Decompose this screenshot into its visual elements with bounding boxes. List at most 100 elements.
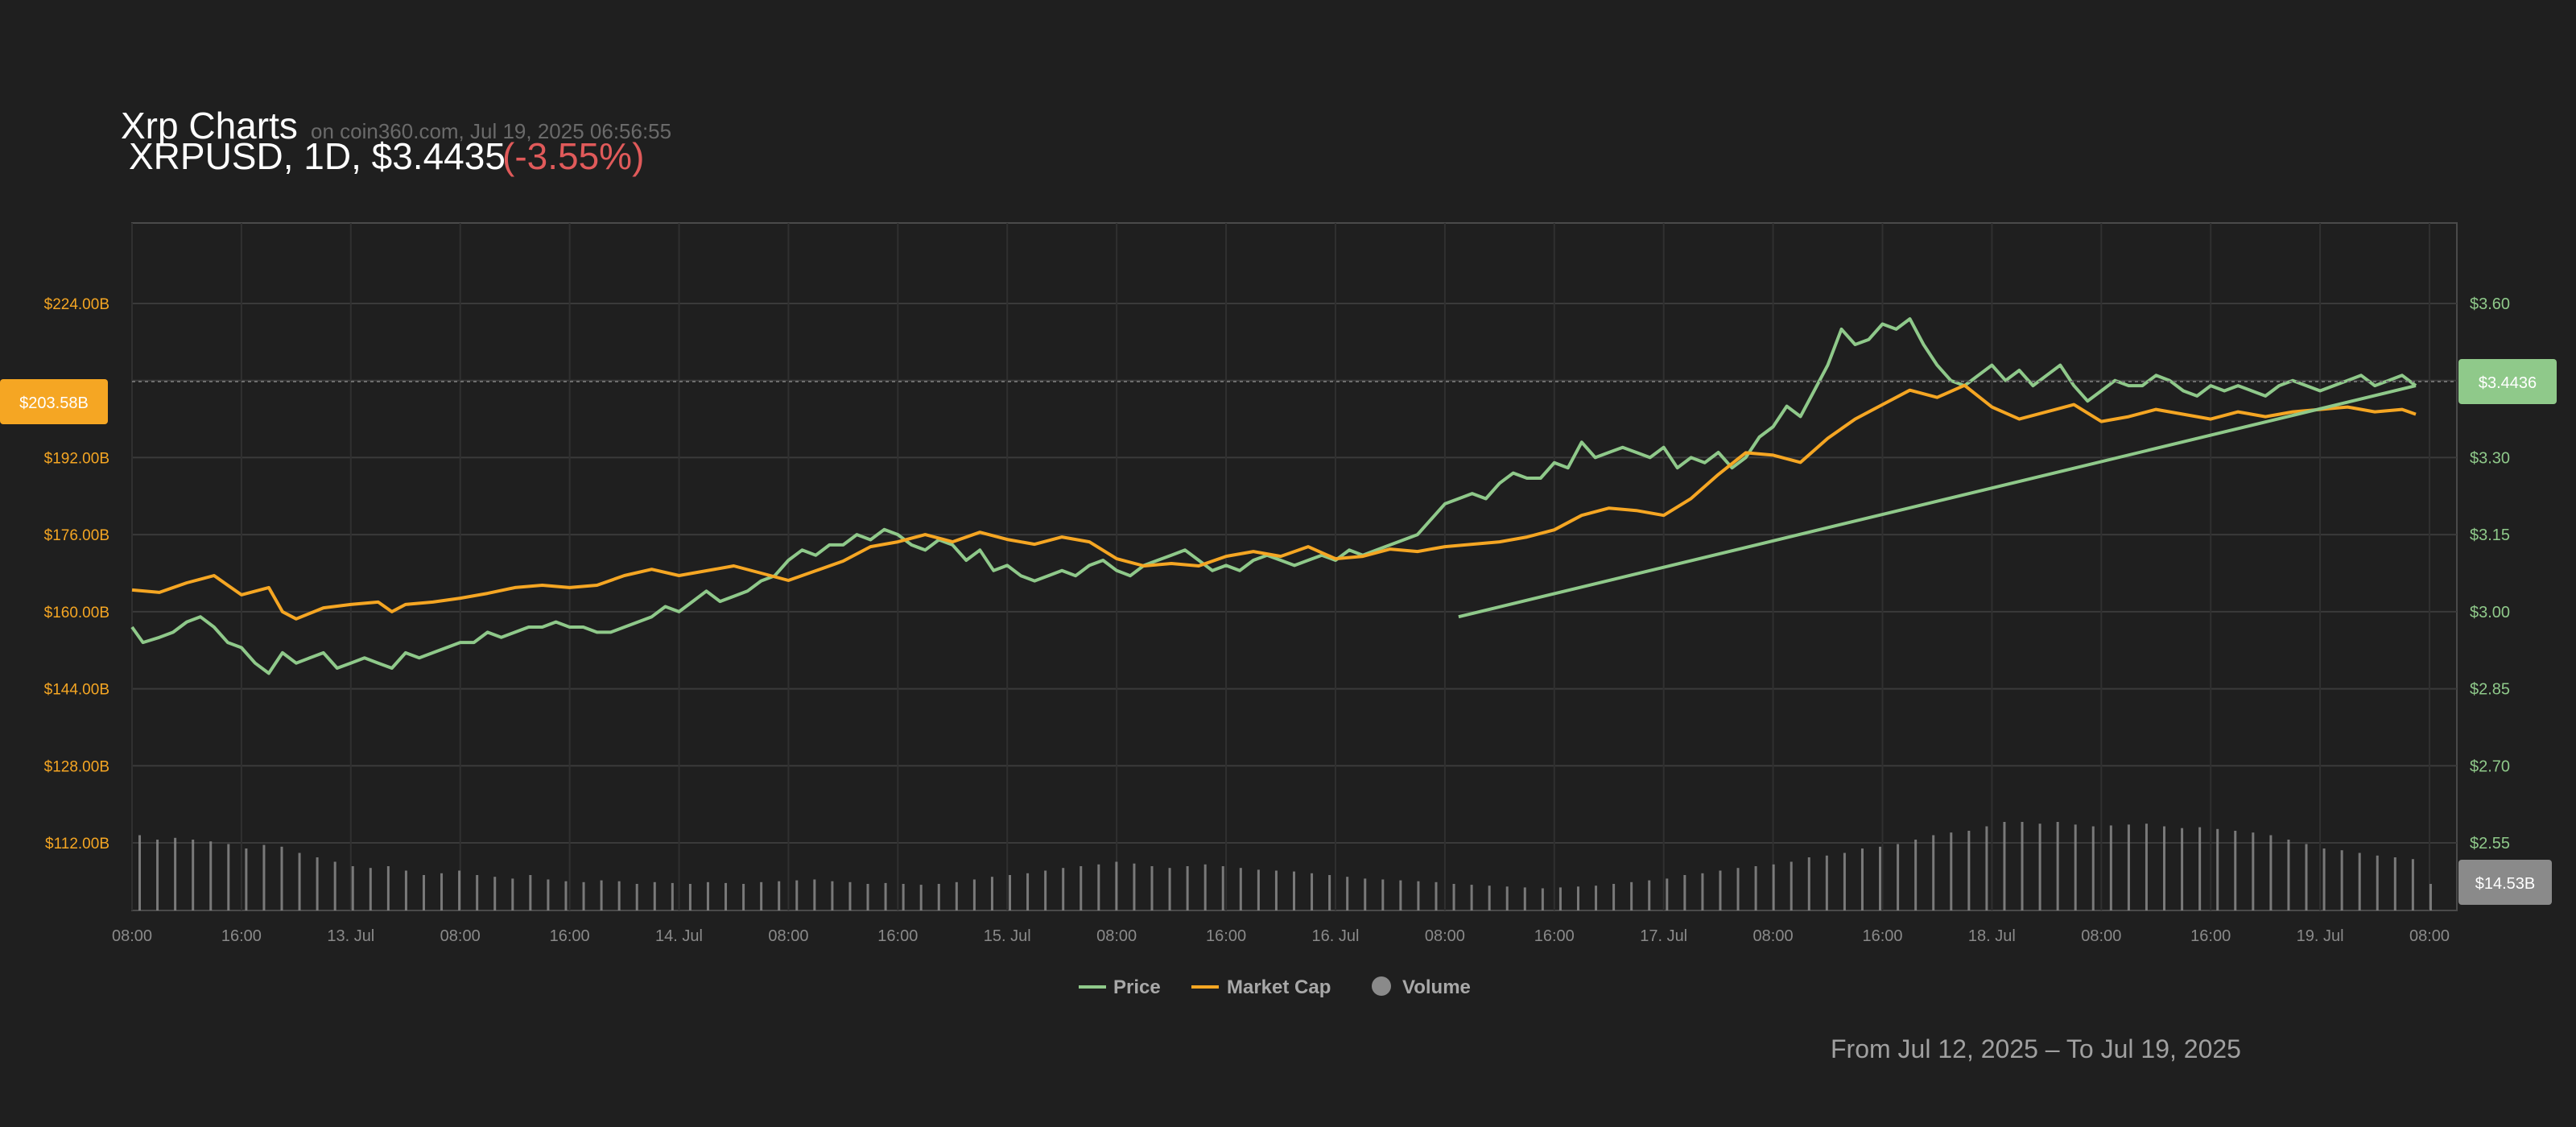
- volume-bar-84: [1630, 881, 1633, 910]
- price-current-badge: $3.4436: [2458, 359, 2557, 404]
- volume-bar-47: [972, 879, 976, 910]
- volume-bar-29: [653, 881, 656, 910]
- x-tick-label: 08:00: [440, 927, 481, 945]
- volume-bar-26: [600, 880, 603, 910]
- right-tick-label: $3.30: [2470, 449, 2510, 467]
- x-tick-label: 08:00: [112, 927, 152, 945]
- volume-bar-66: [1311, 873, 1314, 910]
- volume-bar-92: [1772, 864, 1775, 910]
- volume-bar-80: [1558, 887, 1562, 910]
- x-tick-label: 16:00: [2190, 927, 2231, 945]
- x-tick-label: 08:00: [2081, 927, 2121, 945]
- volume-bar-64: [1274, 870, 1278, 910]
- volume-bar-43: [902, 884, 905, 910]
- x-tick-label: 19. Jul: [2297, 927, 2344, 945]
- x-tick-label: 16:00: [221, 927, 262, 945]
- right-axis: $3.60 $3.30 $3.15 $3.00 $2.85 $2.70 $2.55: [2470, 295, 2510, 852]
- volume-bar-7: [262, 844, 266, 910]
- left-axis: $224.00B $192.00B $176.00B $160.00B $144.00B…: [44, 296, 109, 852]
- x-tick-label: 14. Jul: [655, 927, 703, 945]
- volume-bar-65: [1293, 871, 1295, 910]
- series-lines: [130, 317, 2417, 675]
- volume-bar-83: [1612, 884, 1616, 910]
- volume-bar-63: [1257, 869, 1260, 910]
- right-tick-label: $3.00: [2470, 604, 2510, 621]
- volume-bar-74: [1452, 884, 1455, 910]
- volume-bar-14: [386, 866, 390, 910]
- volume-current-label: $14.53B: [2475, 875, 2536, 893]
- x-tick-label: 16:00: [877, 927, 918, 945]
- volume-bar-114: [2163, 826, 2166, 910]
- x-axis: 08:00 16:00 13. Jul 08:00 16:00 14. Jul 08:00 1…: [112, 927, 2450, 945]
- volume-bar-119: [2252, 832, 2255, 910]
- volume-bar-90: [1736, 868, 1740, 910]
- volume-bar-21: [511, 878, 514, 910]
- left-tick-label: $128.00B: [44, 758, 109, 775]
- volume-bar-75: [1470, 885, 1473, 910]
- volume-bar-127: [2393, 857, 2396, 910]
- symbol-line: XRPUSD, 1D, $3.4435: [129, 135, 506, 177]
- volume-bar-6: [245, 848, 248, 910]
- volume-bar-72: [1417, 881, 1420, 910]
- volume-bar-81: [1576, 886, 1579, 910]
- volume-bar-128: [2411, 859, 2414, 910]
- volume-bar-18: [458, 870, 461, 910]
- volume-bar-12: [351, 866, 354, 910]
- volume-bar-34: [742, 884, 745, 910]
- volume-bar-62: [1239, 868, 1242, 910]
- volume-bars: [138, 822, 2432, 910]
- volume-bar-32: [706, 881, 709, 910]
- volume-current-badge: $14.53B: [2458, 860, 2552, 905]
- legend-item-price[interactable]: Price: [1079, 976, 1161, 998]
- volume-bar-122: [2305, 844, 2308, 910]
- legend-item-market-cap[interactable]: Market Cap: [1191, 976, 1331, 998]
- market-cap-line: [131, 383, 2417, 621]
- price-line: [130, 317, 2417, 675]
- volume-bar-125: [2358, 852, 2361, 910]
- volume-bar-102: [1950, 832, 1953, 910]
- volume-bar-51: [1044, 870, 1047, 910]
- volume-bar-124: [2340, 850, 2343, 910]
- x-tick-label: 18. Jul: [1968, 927, 2016, 945]
- volume-bar-25: [582, 881, 585, 910]
- volume-bar-2: [174, 837, 177, 910]
- volume-bar-53: [1080, 866, 1083, 910]
- legend: Price Market Cap Volume: [1079, 976, 1471, 998]
- volume-bar-15: [404, 870, 407, 910]
- volume-bar-76: [1488, 886, 1491, 910]
- volume-bar-41: [866, 884, 869, 910]
- x-tick-label: 13. Jul: [327, 927, 374, 945]
- volume-bar-99: [1897, 844, 1900, 910]
- volume-bar-0: [138, 835, 141, 910]
- x-tick-label: 16:00: [550, 927, 590, 945]
- x-tick-label: 17. Jul: [1640, 927, 1687, 945]
- volume-bar-19: [476, 875, 479, 910]
- volume-bar-97: [1860, 848, 1864, 910]
- volume-bar-49: [1009, 875, 1012, 910]
- volume-bar-100: [1914, 840, 1918, 910]
- chart-title: Xrp Charts: [121, 105, 298, 147]
- volume-bar-60: [1203, 864, 1207, 910]
- date-range: From Jul 12, 2025 – To Jul 19, 2025: [1831, 1034, 2241, 1063]
- volume-bar-87: [1683, 875, 1686, 910]
- volume-bar-31: [688, 884, 691, 910]
- volume-bar-24: [564, 881, 568, 910]
- x-tick-label: 16:00: [1534, 927, 1575, 945]
- volume-bar-123: [2322, 848, 2326, 910]
- volume-bar-78: [1523, 887, 1526, 910]
- volume-bar-106: [2021, 822, 2024, 910]
- volume-bar-110: [2091, 826, 2095, 910]
- volume-bar-67: [1328, 875, 1331, 910]
- volume-bar-38: [813, 879, 816, 910]
- volume-bar-89: [1719, 870, 1722, 910]
- volume-bar-117: [2216, 828, 2219, 910]
- legend-item-volume[interactable]: Volume: [1372, 976, 1471, 998]
- volume-bar-70: [1381, 879, 1385, 910]
- volume-bar-113: [2145, 824, 2148, 910]
- volume-bar-22: [529, 875, 532, 910]
- volume-bar-4: [209, 841, 213, 910]
- volume-bar-104: [1985, 826, 1988, 910]
- right-tick-label: $2.55: [2470, 835, 2510, 852]
- volume-bar-36: [778, 881, 781, 910]
- x-tick-label: 16. Jul: [1311, 927, 1359, 945]
